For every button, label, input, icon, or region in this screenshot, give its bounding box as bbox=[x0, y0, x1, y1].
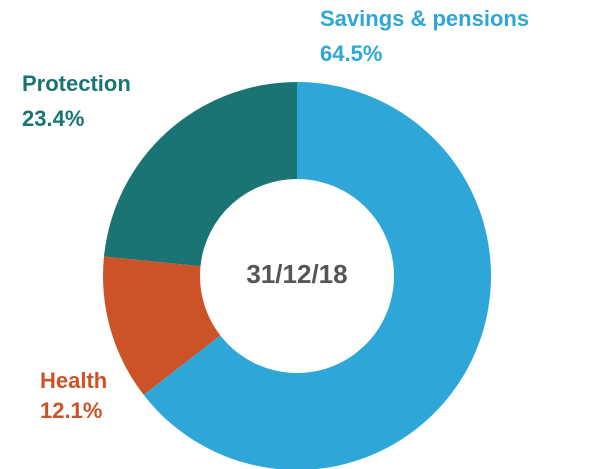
center-label: 31/12/18 bbox=[246, 259, 347, 289]
segment-label: Health bbox=[40, 368, 107, 393]
donut-segment bbox=[143, 82, 491, 469]
segment-label: Protection bbox=[22, 71, 131, 96]
donut-segment bbox=[103, 82, 298, 267]
segment-value-label: 12.1% bbox=[40, 398, 102, 423]
segment-label: Savings & pensions bbox=[320, 6, 529, 31]
segment-value-label: 64.5% bbox=[320, 41, 382, 66]
donut-segment bbox=[102, 256, 221, 395]
segment-value-label: 23.4% bbox=[22, 106, 84, 131]
